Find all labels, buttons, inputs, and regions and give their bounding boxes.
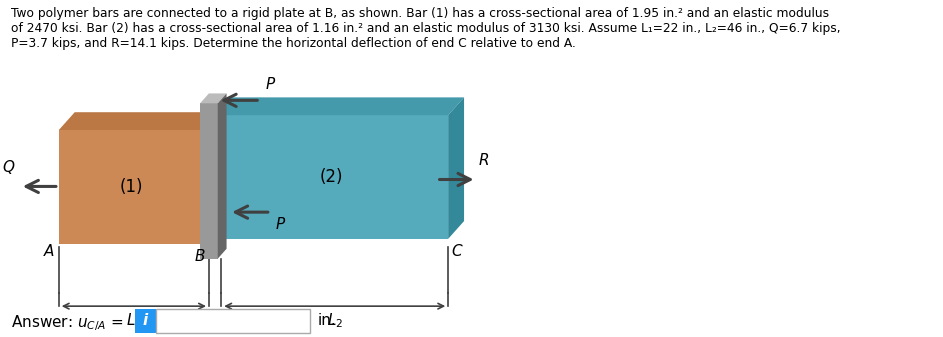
Text: P: P: [276, 217, 285, 232]
Text: i: i: [142, 313, 148, 329]
Text: in.: in.: [318, 313, 337, 329]
Bar: [156, 309, 310, 333]
Text: R: R: [479, 153, 489, 167]
Text: Q: Q: [3, 159, 15, 175]
Bar: [58, 130, 205, 244]
Polygon shape: [448, 97, 464, 239]
Polygon shape: [214, 97, 464, 115]
Text: (1): (1): [120, 178, 143, 196]
Text: P: P: [265, 78, 274, 92]
Text: Two polymer bars are connected to a rigid plate at B, as shown. Bar (1) has a cr: Two polymer bars are connected to a rigi…: [11, 7, 841, 50]
Polygon shape: [205, 112, 221, 244]
Text: B: B: [195, 249, 206, 264]
Text: C: C: [452, 244, 462, 259]
Text: Answer: $u_{C/A}$ =: Answer: $u_{C/A}$ =: [11, 313, 124, 333]
Polygon shape: [218, 93, 226, 259]
Text: $L_2$: $L_2$: [326, 311, 343, 330]
Bar: [214, 115, 448, 239]
Text: A: A: [44, 244, 55, 259]
Bar: [135, 309, 156, 333]
Polygon shape: [58, 112, 221, 130]
Text: $L_1$: $L_1$: [125, 311, 142, 330]
Polygon shape: [200, 93, 226, 103]
Bar: [200, 103, 218, 259]
Text: (2): (2): [320, 168, 343, 186]
